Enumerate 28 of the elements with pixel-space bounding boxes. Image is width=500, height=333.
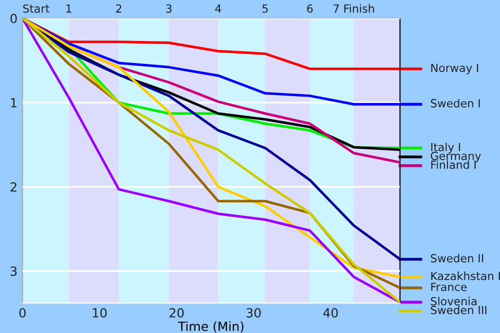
x-tick-label: 10: [92, 308, 107, 318]
x-tick-label: 20: [170, 308, 184, 318]
y-tick-label: 0: [10, 14, 17, 24]
band-label: 6: [307, 4, 313, 13]
x-axis-title: Time (Min): [178, 321, 244, 333]
y-tick-label: 2: [10, 182, 16, 192]
band-label: 3: [166, 4, 172, 13]
x-tick-label: 0: [19, 308, 26, 318]
legend-label: Sweden I: [430, 98, 480, 108]
y-tick-label: 1: [11, 98, 16, 108]
y-tick-label: 3: [10, 266, 17, 276]
legend-label: Italy I: [431, 142, 460, 154]
band-label: Start: [23, 4, 50, 13]
band-label: 2: [116, 4, 122, 13]
x-tick-label: 30: [246, 308, 261, 318]
band-label: 4: [215, 4, 222, 13]
band-label: 7 Finish: [334, 4, 374, 13]
legend-label: Sweden II: [430, 254, 484, 262]
legend-label: Germany: [430, 152, 481, 162]
band-label: 1: [66, 4, 72, 13]
legend-label: Finland I: [431, 160, 476, 169]
x-tick-label: 40: [323, 308, 338, 318]
legend-label: Kazakhstan I: [431, 272, 500, 280]
legend-label: Sweden III: [430, 306, 486, 314]
legend-label: France: [431, 282, 467, 292]
legend-label: Slovenia: [430, 296, 476, 306]
band-label: 5: [262, 4, 268, 13]
legend-label: Norway I: [431, 64, 478, 74]
